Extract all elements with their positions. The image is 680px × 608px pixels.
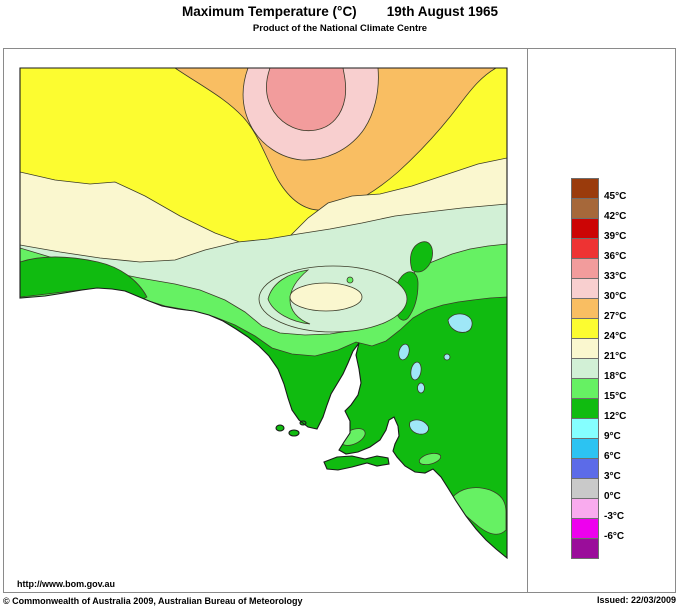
legend-label: 30°C xyxy=(604,291,627,302)
legend-swatch xyxy=(571,358,599,379)
legend-swatch xyxy=(571,298,599,319)
legend-label: 0°C xyxy=(604,491,621,502)
outer-frame xyxy=(3,48,676,593)
legend-label: 18°C xyxy=(604,371,627,382)
footer-url: http://www.bom.gov.au xyxy=(17,579,115,589)
legend-labels: 45°C 42°C 39°C 36°C 33°C 30°C 27°C 24°C 21°C 18°C… xyxy=(604,178,664,578)
legend-swatch xyxy=(571,218,599,239)
legend-swatch xyxy=(571,538,599,559)
legend-label: -6°C xyxy=(604,531,625,542)
page-title: Maximum Temperature (°C) 19th August 1965 xyxy=(0,4,680,19)
legend-label: 3°C xyxy=(604,471,621,482)
legend-label: 27°C xyxy=(604,311,627,322)
legend-label: 6°C xyxy=(604,451,621,462)
map-lakes xyxy=(398,313,473,435)
legend-swatch xyxy=(571,178,599,199)
legend-swatch xyxy=(571,278,599,299)
legend-swatch xyxy=(571,518,599,539)
legend-swatch xyxy=(571,198,599,219)
legend-swatch xyxy=(571,418,599,439)
legend-label: 24°C xyxy=(604,331,627,342)
legend-swatch xyxy=(571,398,599,419)
legend-swatch xyxy=(571,378,599,399)
panel-divider xyxy=(527,49,528,592)
legend-label: 12°C xyxy=(604,411,627,422)
legend-swatch xyxy=(571,238,599,259)
legend-label: -3°C xyxy=(604,511,625,522)
legend-label: 39°C xyxy=(604,231,627,242)
legend-label: 45°C xyxy=(604,191,627,202)
title-date: 19th August 1965 xyxy=(386,4,498,19)
legend-label: 9°C xyxy=(604,431,621,442)
legend-label: 21°C xyxy=(604,351,627,362)
footer-copyright: © Commonwealth of Australia 2009, Austra… xyxy=(3,596,303,606)
page-subtitle: Product of the National Climate Centre xyxy=(252,23,428,34)
legend-swatches xyxy=(571,178,599,559)
legend-label: 15°C xyxy=(604,391,627,402)
legend-swatch xyxy=(571,438,599,459)
legend-swatch xyxy=(571,318,599,339)
legend-label: 33°C xyxy=(604,271,627,282)
legend-label: 36°C xyxy=(604,251,627,262)
legend-swatch xyxy=(571,258,599,279)
footer-issued: Issued: 22/03/2009 xyxy=(596,595,676,605)
map-outline xyxy=(19,67,508,560)
legend-swatch xyxy=(571,458,599,479)
legend-label: 42°C xyxy=(604,211,627,222)
legend-swatch xyxy=(571,478,599,499)
legend-swatch xyxy=(571,498,599,519)
legend-swatch xyxy=(571,338,599,359)
title-main: Maximum Temperature (°C) xyxy=(182,4,357,19)
